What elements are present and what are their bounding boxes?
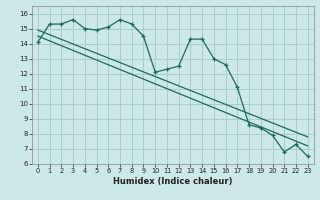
X-axis label: Humidex (Indice chaleur): Humidex (Indice chaleur) (113, 177, 233, 186)
